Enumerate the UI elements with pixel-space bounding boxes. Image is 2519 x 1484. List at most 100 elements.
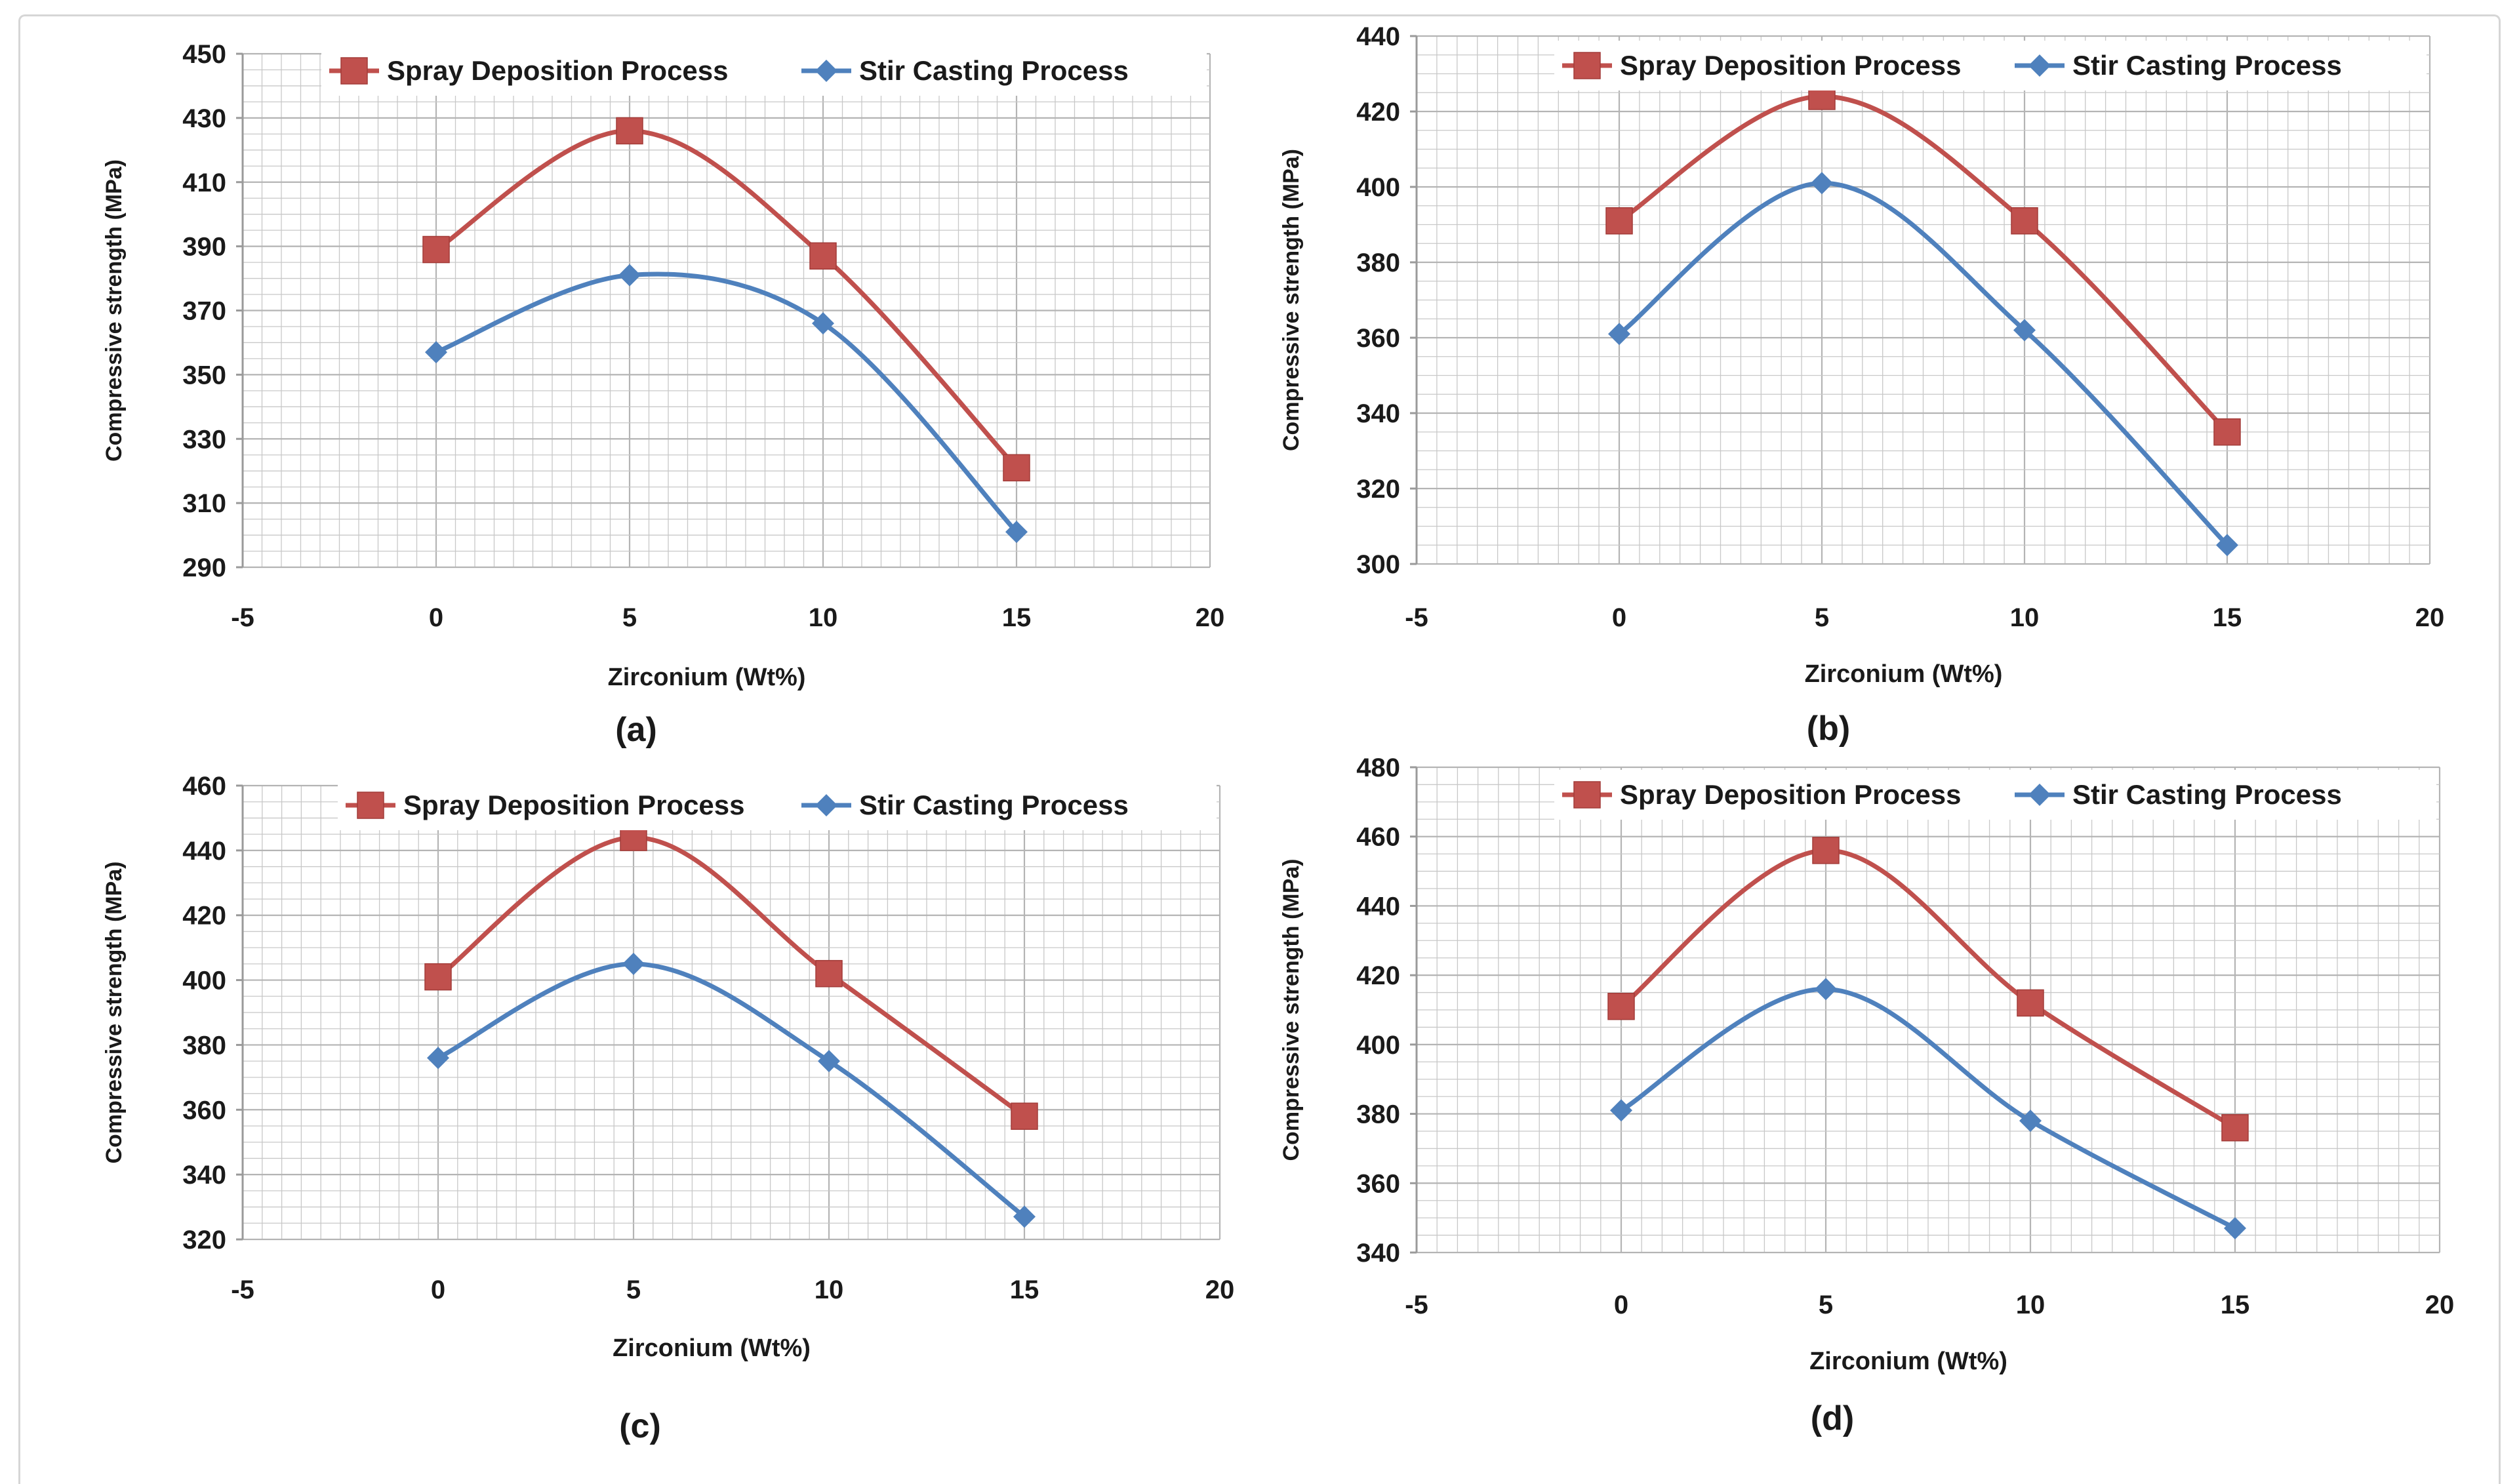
legend-marker-stir: [815, 60, 837, 82]
y-tick-label: 420: [182, 902, 226, 931]
series-spray: [1607, 837, 2249, 1142]
data-point-stir: [818, 1050, 840, 1073]
legend-marker-spray: [357, 792, 384, 819]
data-point-spray: [815, 959, 843, 988]
data-point-stir: [2013, 319, 2036, 342]
data-point-stir: [1610, 1099, 1632, 1122]
legend-label-spray: Spray Deposition Process: [1620, 779, 1962, 810]
legend: Spray Deposition Process Stir Casting Pro…: [321, 46, 1207, 96]
data-point-spray: [2221, 1113, 2249, 1142]
x-tick-label: -5: [1405, 1291, 1428, 1319]
y-axis-label: Compressive strength (MPa): [102, 159, 127, 462]
x-tick-label: 0: [1614, 1291, 1628, 1319]
legend: Spray Deposition Process Stir Casting Pro…: [1554, 770, 2436, 820]
series-line-stir: [435, 271, 1018, 534]
series-line-spray: [1619, 848, 2236, 1130]
y-tick-label: 320: [182, 1226, 226, 1254]
series-stir: [1610, 978, 2246, 1239]
data-point-spray: [1605, 207, 1633, 235]
y-tick-label: 420: [1356, 98, 1400, 127]
gridlines: [241, 784, 1221, 1241]
x-tick-label: 20: [2415, 603, 2445, 632]
y-tick-label: 390: [182, 233, 226, 262]
data-point-stir: [1815, 978, 1837, 1001]
y-tick-label: 410: [182, 169, 226, 197]
legend-marker-spray: [1573, 781, 1601, 809]
series-line-stir: [437, 961, 1026, 1219]
data-point-spray: [1003, 454, 1030, 482]
y-tick-label: 340: [1356, 399, 1400, 428]
series-stir: [425, 264, 1028, 544]
data-point-stir: [427, 1047, 449, 1070]
data-point-stir: [1811, 172, 1833, 195]
series-spray: [1605, 83, 2241, 446]
y-tick-label: 380: [1356, 249, 1400, 277]
y-tick-label: 440: [1356, 892, 1400, 921]
data-point-stir: [618, 264, 641, 287]
x-tick-label: 20: [2425, 1291, 2455, 1319]
data-point-spray: [2011, 207, 2038, 235]
legend-marker-stir: [2028, 54, 2051, 77]
chart-panel-2: 300 320 340 360 380 400 420 440 -5 0 5 10 15 20 Zircon…: [1279, 22, 2444, 748]
panel-label: (c): [619, 1407, 661, 1445]
series-line-spray: [1618, 94, 2229, 434]
y-tick-label: 360: [1356, 1169, 1400, 1198]
y-tick-label: 360: [1356, 324, 1400, 353]
x-tick-label: 5: [1819, 1291, 1833, 1319]
x-tick-label: 15: [2213, 603, 2242, 632]
y-tick-label: 400: [1356, 173, 1400, 202]
x-tick-label: 10: [815, 1275, 844, 1304]
y-tick-label: 460: [1356, 823, 1400, 852]
chart-panel-3: 320 340 360 380 400 420 440 460 -5 0 5 10 15 20 Zircon…: [102, 772, 1234, 1445]
data-point-spray: [1607, 992, 1635, 1020]
data-point-stir: [2224, 1217, 2246, 1239]
y-tick-label: 290: [182, 553, 226, 582]
legend-label-spray: Spray Deposition Process: [1620, 50, 1962, 81]
panel-label: (a): [615, 711, 657, 749]
y-tick-label: 460: [182, 772, 226, 801]
data-point-spray: [1011, 1102, 1038, 1130]
x-tick-label: -5: [1405, 603, 1428, 632]
x-axis-label: Zirconium (Wt%): [608, 664, 806, 691]
y-tick-label: 380: [1356, 1100, 1400, 1129]
data-point-spray: [2213, 418, 2241, 446]
series-stir: [1608, 172, 2238, 557]
legend-marker-stir: [815, 794, 837, 816]
x-tick-label: 5: [622, 603, 637, 632]
series-line-stir: [1617, 180, 2229, 547]
x-tick-label: 0: [431, 1275, 445, 1304]
series-line-spray: [435, 128, 1018, 470]
y-tick-label: 310: [182, 489, 226, 518]
y-tick-label: 430: [182, 104, 226, 133]
x-tick-label: 0: [429, 603, 443, 632]
data-point-stir: [2216, 534, 2238, 557]
data-point-spray: [424, 963, 452, 991]
x-tick-label: -5: [231, 1275, 254, 1304]
legend-background: [1554, 770, 2436, 820]
x-tick-label: 15: [1010, 1275, 1039, 1304]
data-point-stir: [812, 312, 834, 335]
x-tick-label: 5: [1815, 603, 1829, 632]
x-tick-label: 10: [2010, 603, 2040, 632]
gridlines: [241, 52, 1211, 569]
data-point-stir: [1608, 323, 1630, 346]
x-tick-label: 0: [1612, 603, 1626, 632]
x-tick-label: 20: [1205, 1275, 1235, 1304]
y-tick-label: 330: [182, 425, 226, 454]
data-point-spray: [616, 117, 643, 145]
x-axis-label: Zirconium (Wt%): [1805, 660, 2003, 688]
x-tick-label: -5: [231, 603, 254, 632]
x-axis-label: Zirconium (Wt%): [1809, 1348, 2007, 1375]
x-axis-label: Zirconium (Wt%): [613, 1334, 811, 1362]
x-tick-label: 10: [809, 603, 838, 632]
legend-label-stir: Stir Casting Process: [2072, 779, 2342, 810]
figure-frame: [18, 14, 2501, 1484]
data-point-stir: [1005, 521, 1028, 544]
x-tick-label: 10: [2016, 1291, 2045, 1319]
x-tick-label: 15: [1002, 603, 1032, 632]
legend: Spray Deposition Process Stir Casting Pro…: [1554, 41, 2427, 90]
y-tick-label: 300: [1356, 550, 1400, 579]
gridlines: [1415, 766, 2441, 1254]
